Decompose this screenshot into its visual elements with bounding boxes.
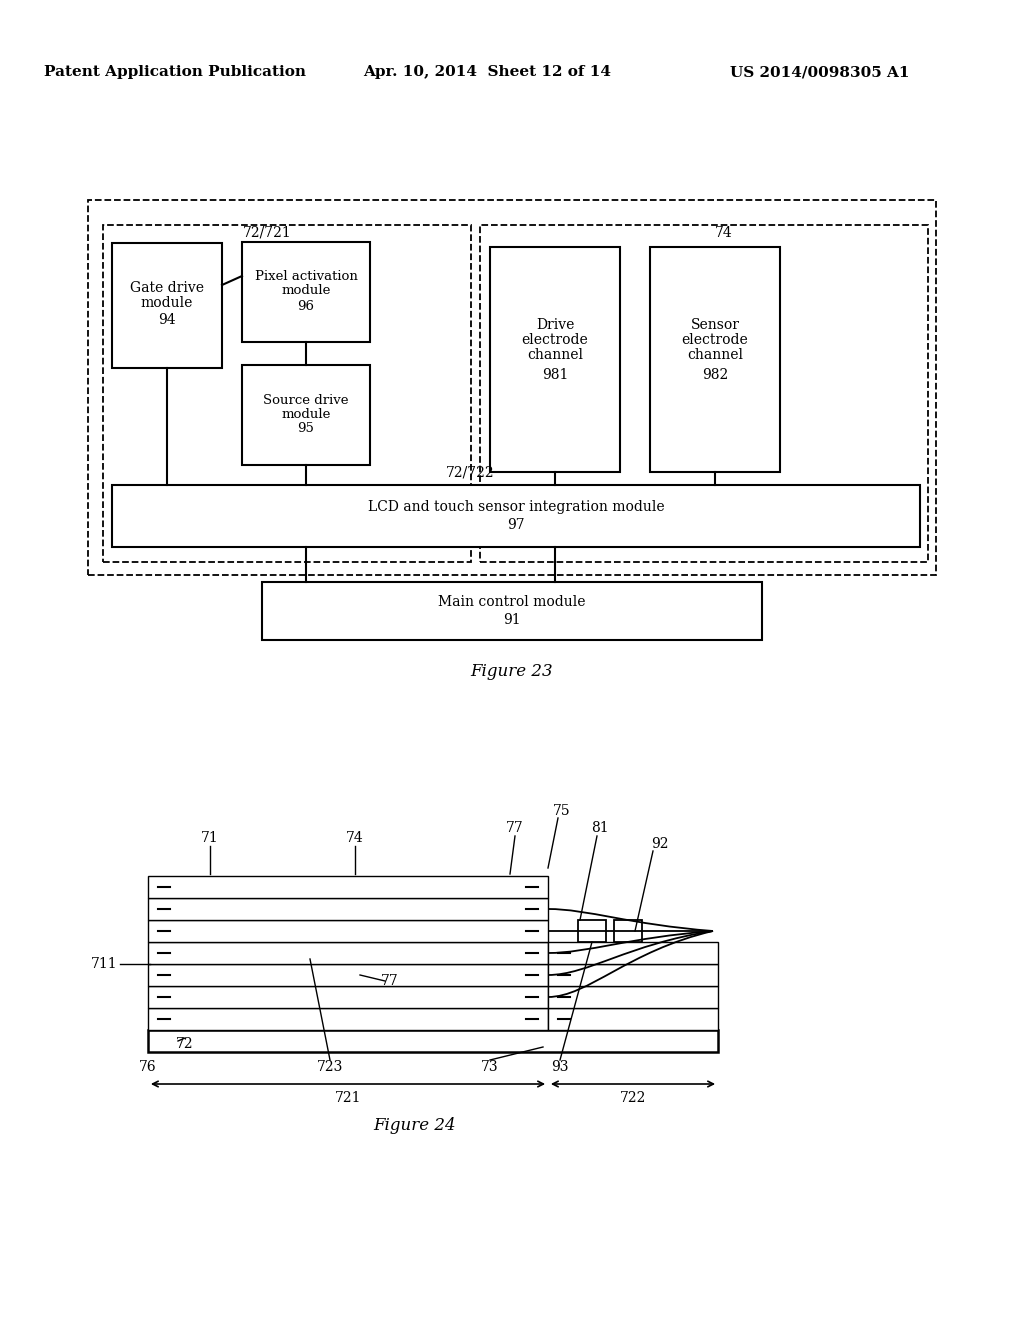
Text: 93: 93	[551, 1060, 568, 1074]
Bar	[262, 582, 762, 640]
Text: electrode: electrode	[682, 333, 749, 347]
Text: 81: 81	[591, 821, 609, 836]
Bar	[548, 986, 718, 1008]
Bar	[148, 942, 548, 964]
Text: 711: 711	[91, 957, 118, 972]
Text: 74: 74	[715, 226, 733, 240]
Text: Sensor: Sensor	[690, 318, 739, 333]
Text: 76: 76	[139, 1060, 157, 1074]
Bar	[578, 920, 606, 942]
Text: 723: 723	[316, 1060, 343, 1074]
Bar	[480, 224, 928, 562]
Bar	[242, 366, 370, 465]
Text: Pixel activation: Pixel activation	[255, 271, 357, 284]
Text: electrode: electrode	[521, 333, 589, 347]
Bar	[242, 242, 370, 342]
Text: 92: 92	[651, 837, 669, 851]
Text: Figure 23: Figure 23	[471, 664, 553, 681]
Bar	[103, 224, 471, 562]
Bar	[112, 484, 920, 546]
Bar	[548, 1008, 718, 1030]
Text: Patent Application Publication: Patent Application Publication	[44, 65, 306, 79]
Text: 72/722: 72/722	[445, 466, 495, 480]
Bar	[548, 964, 718, 986]
Bar	[148, 920, 548, 942]
Bar	[148, 1008, 548, 1030]
Text: LCD and touch sensor integration module: LCD and touch sensor integration module	[368, 500, 665, 513]
Text: 71: 71	[201, 832, 219, 845]
Text: 94: 94	[158, 313, 176, 327]
Text: Figure 24: Figure 24	[374, 1117, 457, 1134]
Text: 982: 982	[701, 368, 728, 381]
Text: 77: 77	[506, 821, 524, 836]
Bar	[148, 1030, 718, 1052]
Bar	[112, 243, 222, 368]
Text: Apr. 10, 2014  Sheet 12 of 14: Apr. 10, 2014 Sheet 12 of 14	[362, 65, 611, 79]
Text: 72/721: 72/721	[243, 226, 292, 240]
Text: 73: 73	[481, 1060, 499, 1074]
Bar	[148, 876, 548, 898]
Bar	[88, 201, 936, 576]
Bar	[650, 247, 780, 473]
Text: module: module	[282, 408, 331, 421]
Text: US 2014/0098305 A1: US 2014/0098305 A1	[730, 65, 909, 79]
Text: 722: 722	[620, 1092, 646, 1105]
Text: Source drive: Source drive	[263, 395, 349, 408]
Text: 72: 72	[176, 1038, 194, 1051]
Text: 74: 74	[346, 832, 364, 845]
Text: module: module	[282, 285, 331, 297]
Text: module: module	[141, 296, 194, 310]
Bar	[490, 247, 620, 473]
Bar	[148, 986, 548, 1008]
Text: 97: 97	[507, 517, 525, 532]
Text: channel: channel	[527, 348, 583, 362]
Text: Main control module: Main control module	[438, 595, 586, 609]
Text: 91: 91	[503, 612, 521, 627]
Text: 95: 95	[298, 422, 314, 436]
Text: Drive: Drive	[536, 318, 574, 333]
Bar	[148, 964, 548, 986]
Text: 77: 77	[381, 974, 399, 987]
Bar	[148, 898, 548, 920]
Text: 75: 75	[553, 804, 570, 818]
Text: 981: 981	[542, 368, 568, 381]
Bar	[614, 920, 642, 942]
Text: 721: 721	[335, 1092, 361, 1105]
Bar	[548, 942, 718, 964]
Text: 96: 96	[298, 300, 314, 313]
Text: channel: channel	[687, 348, 743, 362]
Text: Gate drive: Gate drive	[130, 281, 204, 294]
